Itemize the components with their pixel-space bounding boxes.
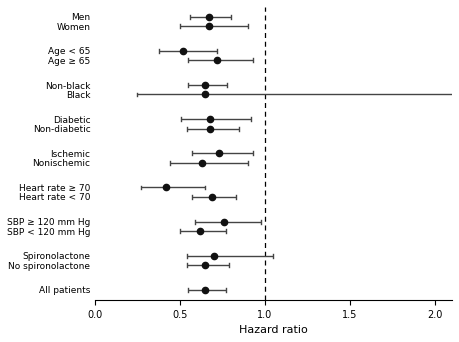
X-axis label: Hazard ratio: Hazard ratio (239, 325, 308, 335)
